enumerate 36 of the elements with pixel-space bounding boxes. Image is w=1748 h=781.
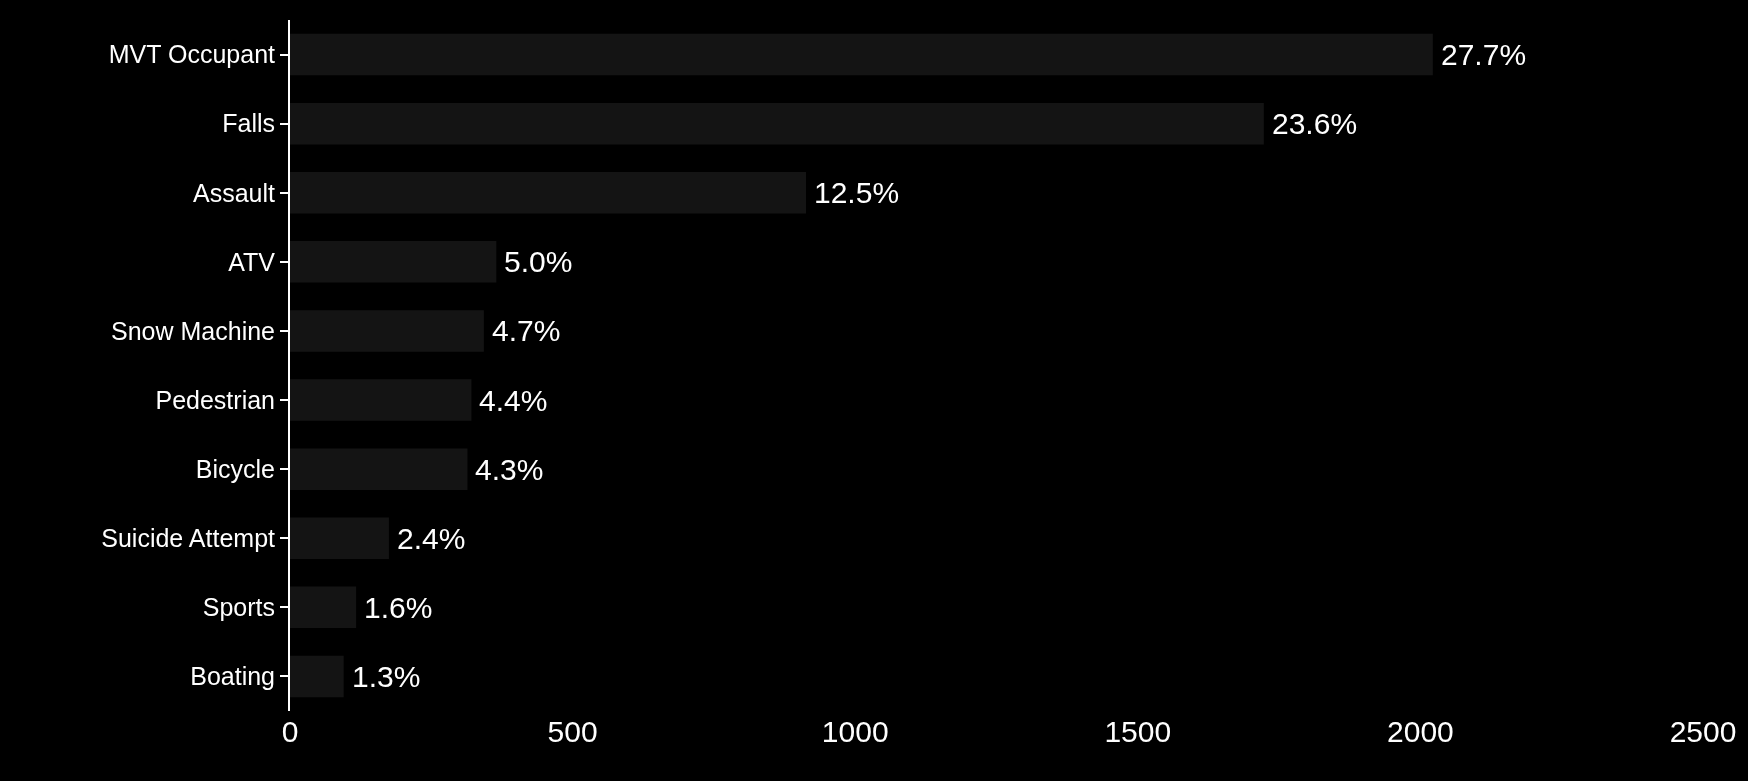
annotation: 4.4%: [479, 384, 548, 417]
bar: [290, 310, 484, 352]
y-tick-label: Suicide Attempt: [101, 524, 276, 552]
bar: [290, 655, 344, 698]
x-tick-label: 2000: [1387, 715, 1454, 748]
annotation: 4.7%: [492, 314, 561, 347]
bar: [290, 172, 807, 214]
y-tick-label: MVT Occupant: [108, 40, 276, 69]
y-tick-label: Boating: [190, 662, 275, 691]
annotation: 27.7%: [1441, 38, 1527, 71]
bar: [290, 102, 1264, 145]
y-tick-label: ATV: [228, 247, 276, 276]
x-tick-label: 1000: [821, 715, 889, 748]
x-tick-label: 0: [281, 715, 299, 748]
annotation: 1.3%: [352, 660, 421, 693]
bar: [290, 241, 497, 283]
bar: [290, 586, 357, 629]
y-tick-label: Sports: [202, 593, 275, 622]
bar: [290, 517, 389, 559]
annotation: 2.4%: [397, 522, 466, 555]
y-tick-label: Snow Machine: [111, 316, 275, 345]
y-tick-label: Bicycle: [195, 454, 275, 483]
y-tick-label: Assault: [193, 178, 276, 207]
y-tick-label: Falls: [222, 109, 275, 138]
bar: [290, 33, 1433, 76]
annotation: 12.5%: [814, 176, 900, 209]
x-tick-label: 2500: [1669, 715, 1737, 748]
annotation: 23.6%: [1272, 107, 1358, 140]
bar: [290, 448, 468, 490]
x-tick-label: 500: [547, 715, 598, 748]
annotation: 5.0%: [504, 245, 573, 278]
y-tick-label: Pedestrian: [155, 385, 275, 414]
x-tick-label: 1500: [1104, 715, 1172, 748]
bar: [290, 379, 472, 421]
annotation: 4.3%: [475, 453, 544, 486]
annotation: 1.6%: [364, 591, 433, 624]
